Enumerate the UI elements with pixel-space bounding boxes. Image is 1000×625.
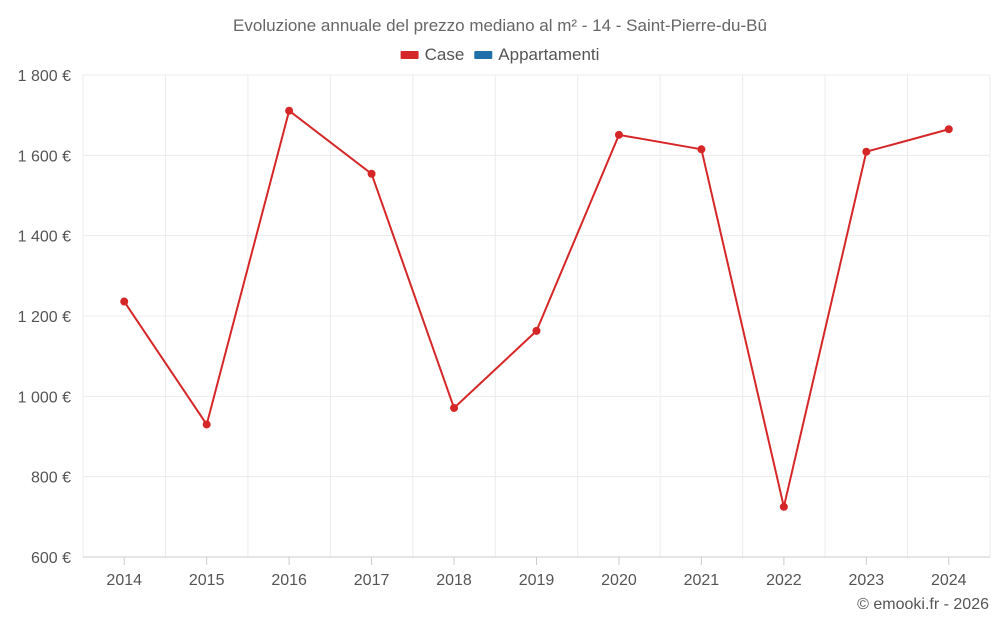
y-tick-label: 1 400 € xyxy=(18,229,71,246)
x-tick-label: 2022 xyxy=(766,572,802,589)
data-point[interactable] xyxy=(450,403,459,412)
chart-title: Evoluzione annuale del prezzo mediano al… xyxy=(233,16,767,35)
x-tick-label: 2014 xyxy=(106,572,142,589)
data-point[interactable] xyxy=(779,502,788,511)
data-point[interactable] xyxy=(532,326,541,335)
credit-text: © emooki.fr - 2026 xyxy=(857,596,989,613)
y-tick-label: 1 800 € xyxy=(18,68,71,85)
data-point[interactable] xyxy=(614,130,623,139)
legend-label: Appartamenti xyxy=(498,45,599,64)
y-tick-label: 1 200 € xyxy=(18,309,71,326)
data-point[interactable] xyxy=(944,125,953,134)
data-point[interactable] xyxy=(367,169,376,178)
grid-lines xyxy=(82,74,991,557)
x-tick-label: 2021 xyxy=(684,572,720,589)
x-tick-label: 2024 xyxy=(931,572,967,589)
x-tick-label: 2016 xyxy=(271,572,307,589)
axes: 600 € 800 € 1 000 € 1 200 € 1 400 € 1 600 € 1 … xyxy=(18,68,990,589)
x-tick-label: 2023 xyxy=(849,572,885,589)
legend-item-case[interactable]: Case xyxy=(400,45,465,64)
data-point[interactable] xyxy=(697,145,706,154)
x-tick-label: 2018 xyxy=(436,572,472,589)
y-tick-label: 600 € xyxy=(31,550,71,567)
y-tick-label: 1 600 € xyxy=(18,148,71,165)
chart-legend: Case Appartamenti xyxy=(400,45,599,64)
data-point[interactable] xyxy=(862,147,871,156)
y-tick-label: 1 000 € xyxy=(18,389,71,406)
legend-swatch xyxy=(474,51,493,59)
data-point[interactable] xyxy=(285,106,294,115)
y-tick-label: 800 € xyxy=(31,470,71,487)
legend-item-appartamenti[interactable]: Appartamenti xyxy=(474,45,599,64)
series-layer xyxy=(120,106,953,511)
data-point[interactable] xyxy=(202,420,211,429)
data-point[interactable] xyxy=(120,297,129,306)
x-tick-label: 2017 xyxy=(354,572,390,589)
x-tick-label: 2019 xyxy=(519,572,555,589)
x-tick-label: 2015 xyxy=(189,572,225,589)
legend-swatch xyxy=(400,51,419,59)
x-tick-label: 2020 xyxy=(601,572,637,589)
legend-label: Case xyxy=(425,45,465,64)
